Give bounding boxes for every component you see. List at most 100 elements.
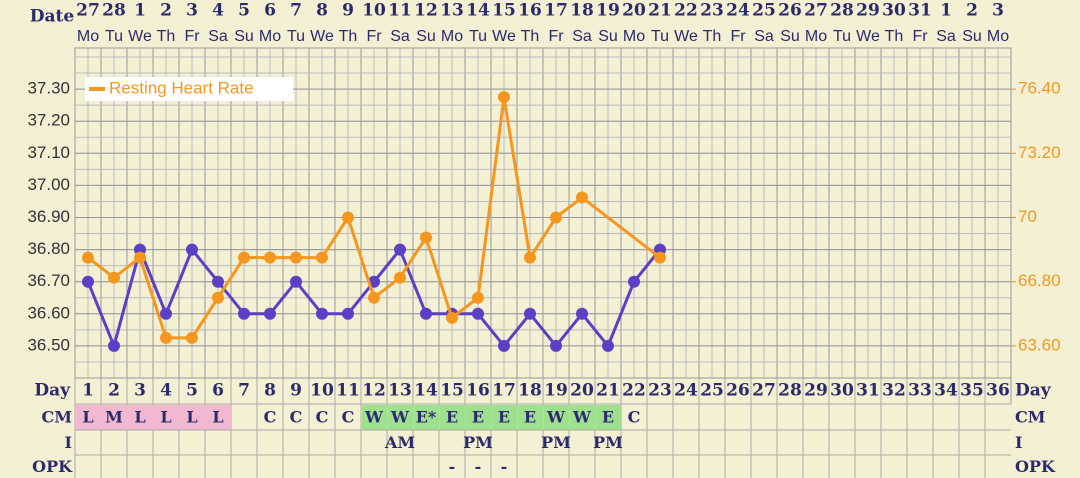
series-segment [320,216,350,259]
cell-fill [492,405,517,430]
data-point [186,243,198,256]
data-point [420,231,432,244]
cell-text: W [572,408,592,427]
data-point [238,307,250,320]
date: 1 [134,1,146,21]
weekday: Th [157,28,176,45]
day-number: 29 [804,381,828,401]
cell-text: L [134,408,145,427]
row-label: I [65,433,72,452]
legend-box [85,77,293,101]
date: 8 [316,1,328,21]
data-point [602,339,614,352]
series-segment [502,96,532,258]
cell-text: PM [463,433,493,452]
series-segment [476,96,506,298]
data-point [160,307,172,320]
day-number: 11 [336,381,360,401]
day-number: 31 [856,381,880,401]
data-point [524,307,536,320]
data-point [472,307,484,320]
cell-text: C [264,408,277,427]
cell-text: L [212,408,223,427]
y-tick-label: 37.00 [27,175,70,194]
day-number: 26 [726,381,750,401]
weekday: Sa [572,28,592,45]
day-number: 33 [908,381,932,401]
weekday: Mo [441,28,463,45]
data-point [394,243,406,256]
weekday: Th [339,28,358,45]
weekday: Mo [623,28,645,45]
data-point [160,331,172,344]
series-segment [398,236,428,279]
y2-tick-label: 73.20 [1018,143,1061,162]
series-segment [580,312,610,347]
series-segment [138,257,168,339]
date: 31 [908,1,932,21]
date: 7 [290,1,302,21]
day-number: 22 [622,381,646,401]
cell-text: PM [541,433,571,452]
date: 28 [102,1,126,21]
data-point [212,291,224,304]
weekday: We [856,28,880,45]
series-segment [476,312,506,347]
weekday: Sa [390,28,410,45]
date: 25 [752,1,776,21]
data-point [628,275,640,288]
row-label: OPK [32,457,73,476]
data-point [316,251,328,264]
y2-tick-label: 76.40 [1018,79,1061,98]
cell-fill [518,405,543,430]
series-segment [372,248,402,283]
day-number: 19 [544,381,568,401]
y-tick-label: 36.70 [27,271,70,290]
weekday: Fr [184,28,200,45]
series-segment [528,216,558,259]
data-point [498,339,510,352]
cell-text: C [342,408,355,427]
series-segment [190,248,220,283]
data-point [342,307,354,320]
day-number: 20 [570,381,594,401]
day-number: 9 [290,381,302,401]
day-label: Day [34,381,71,401]
weekday: We [310,28,334,45]
data-point [134,251,146,264]
date: 20 [622,1,646,21]
cell-text: E [602,408,614,427]
cell-text: E [446,408,458,427]
data-point [264,307,276,320]
weekday: Th [703,28,722,45]
row-label-right: I [1015,433,1022,452]
weekday: We [492,28,516,45]
data-point [394,271,406,284]
weekday: Su [234,28,254,45]
data-point [550,339,562,352]
day-number: 6 [212,381,224,401]
data-point [290,251,302,264]
date: 13 [440,1,464,21]
date: 14 [466,1,490,21]
cell-text: M [105,408,123,427]
day-number: 35 [960,381,984,401]
weekday: We [128,28,152,45]
y-tick-label: 37.30 [27,79,70,98]
weekday: Mo [987,28,1009,45]
date-label: Date [30,7,75,27]
day-number: 16 [466,381,490,401]
day-number: 23 [648,381,672,401]
series-segment [554,312,584,347]
row-label-right: OPK [1015,457,1056,476]
series-segment [216,280,246,315]
day-number: 1 [82,381,94,401]
data-point [576,191,588,204]
weekday: Sa [754,28,774,45]
data-point [420,307,432,320]
y-tick-label: 36.80 [27,239,70,258]
series-segment [268,280,298,315]
cell-fill [102,405,127,430]
weekday: Th [885,28,904,45]
